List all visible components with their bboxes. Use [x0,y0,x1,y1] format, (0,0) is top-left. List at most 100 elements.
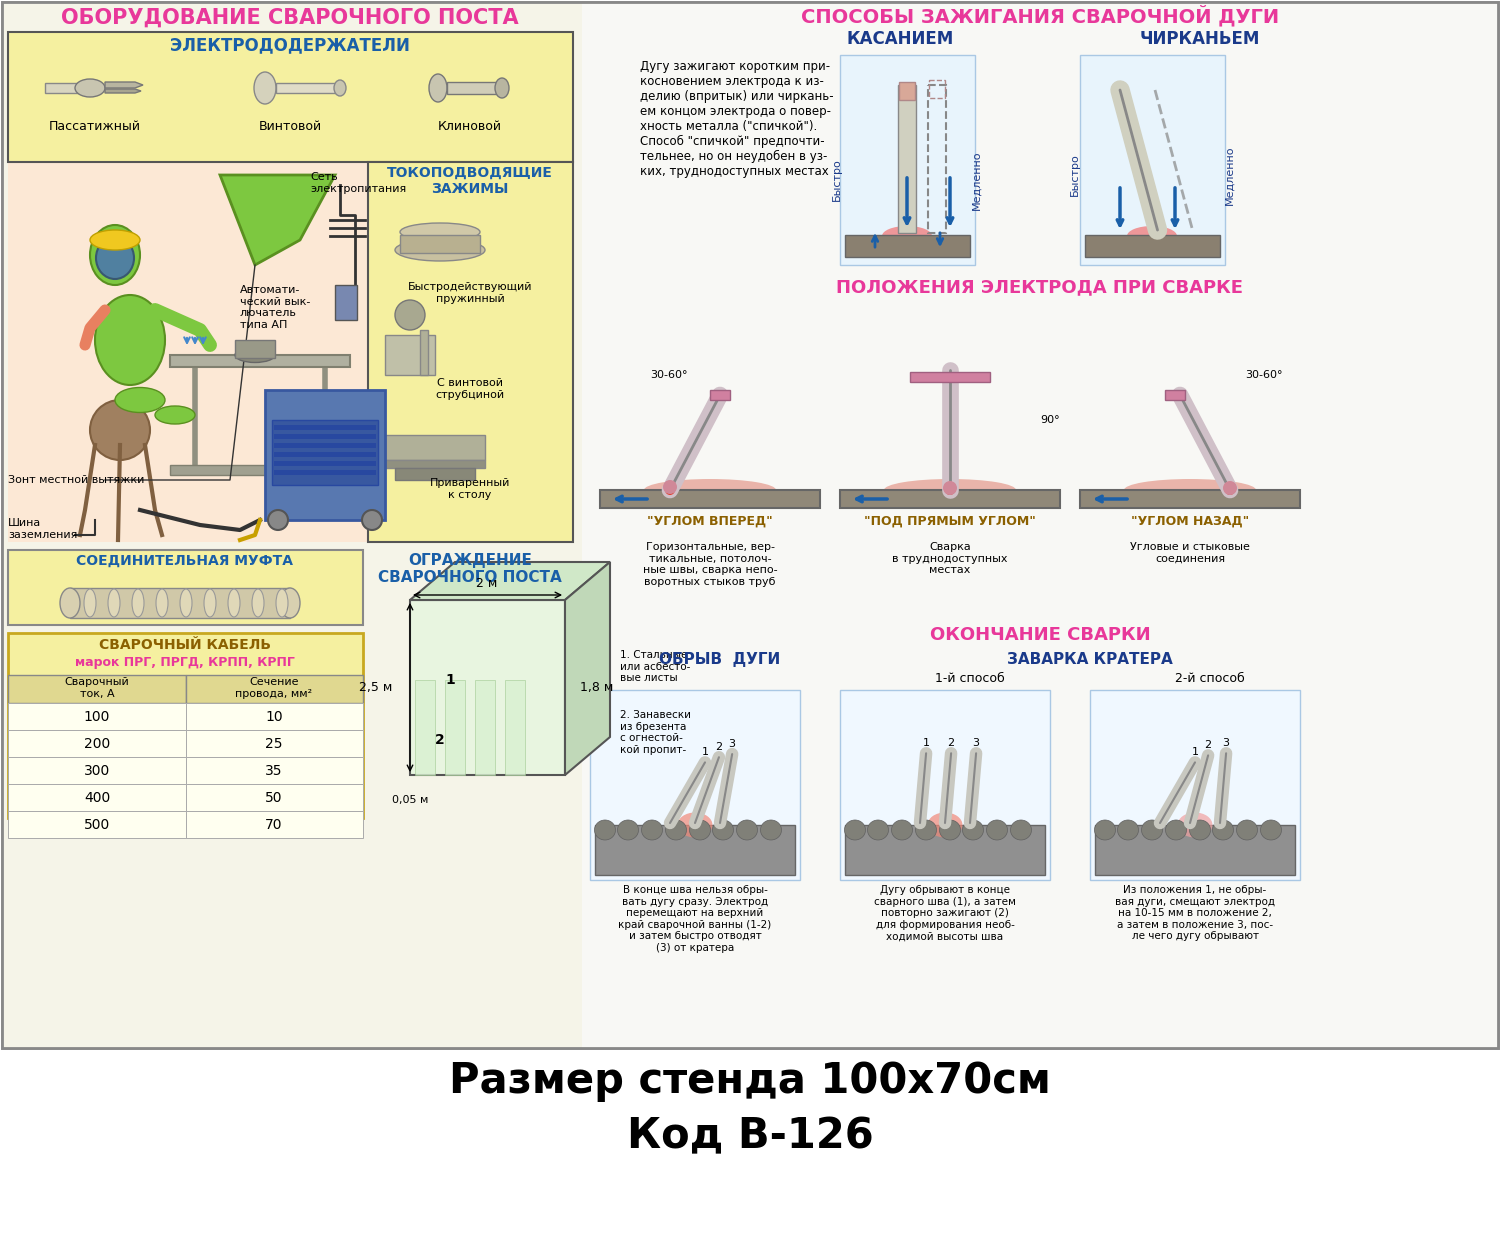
Ellipse shape [891,820,912,840]
Text: 300: 300 [84,764,110,778]
Circle shape [1226,485,1234,495]
Circle shape [268,510,288,530]
Bar [910,372,990,382]
Bar [928,85,946,232]
Bar [2,2,582,1048]
Text: Сеть
электропитания: Сеть электропитания [310,173,407,194]
Bar [8,758,186,784]
Text: 2 м: 2 м [477,578,498,590]
Ellipse shape [1142,820,1162,840]
Text: Винтовой: Винтовой [258,120,321,132]
Text: Сечение
провода, мм²: Сечение провода, мм² [236,678,312,699]
Text: Быстро: Быстро [1070,154,1080,196]
Ellipse shape [678,812,712,838]
Ellipse shape [594,820,615,840]
Bar [186,675,363,702]
Text: ОБРЫВ  ДУГИ: ОБРЫВ ДУГИ [660,652,780,668]
Bar [8,32,573,162]
Polygon shape [410,562,610,600]
Text: 1-й способ: 1-й способ [934,672,1005,685]
Text: 90°: 90° [1040,415,1059,425]
Ellipse shape [642,820,663,840]
Bar [186,703,363,730]
Bar [2,2,1498,1048]
Text: Из положения 1, не обры-
вая дуги, смещают электрод
на 10-15 мм в положение 2,
а: Из положения 1, не обры- вая дуги, смеща… [1114,885,1275,941]
Text: 10: 10 [266,710,284,724]
Bar [274,434,376,439]
Text: 200: 200 [84,738,110,751]
Text: 2: 2 [716,742,723,752]
Text: 1: 1 [702,748,708,758]
Text: 70: 70 [266,818,282,832]
Circle shape [362,510,382,530]
Text: ЭЛЕКТРОДОДЕРЖАТЕЛИ: ЭЛЕКТРОДОДЕРЖАТЕЛИ [170,36,410,54]
Text: 2: 2 [435,732,445,748]
Ellipse shape [94,295,165,385]
Bar [416,680,435,775]
Bar [274,425,376,430]
Text: Зонт местной вытяжки: Зонт местной вытяжки [8,475,144,485]
Text: Приваренный
к столу: Приваренный к столу [430,478,510,500]
Bar [8,162,573,542]
Ellipse shape [280,588,300,618]
Text: Медленно: Медленно [1226,145,1234,205]
Text: 500: 500 [84,818,110,832]
Ellipse shape [867,820,888,840]
Bar [186,758,363,784]
Bar [840,55,975,265]
Bar [274,461,376,466]
Ellipse shape [1260,820,1281,840]
Bar [8,730,186,758]
Text: 2: 2 [1204,740,1212,750]
Bar [1084,235,1220,258]
Bar [1080,55,1226,265]
Bar [447,82,497,94]
Ellipse shape [963,820,984,840]
Text: Дугу зажигают коротким при-
косновением электрода к из-
делию (впритык) или чирк: Дугу зажигают коротким при- косновением … [640,60,834,179]
Text: 50: 50 [266,791,282,805]
Text: СВАРОЧНЫЙ КАБЕЛЬ: СВАРОЧНЫЙ КАБЕЛЬ [99,638,272,652]
Text: 1. Стальные
или асбесто-
вые листы: 1. Стальные или асбесто- вые листы [620,650,690,684]
Text: 2-й способ: 2-й способ [1174,672,1245,685]
Bar [928,80,945,98]
Ellipse shape [939,820,960,840]
Bar [1166,390,1185,400]
Polygon shape [220,175,334,265]
Text: Быстро: Быстро [833,159,842,201]
Circle shape [944,481,957,495]
Circle shape [664,485,675,495]
Bar [8,550,363,625]
Ellipse shape [915,820,936,840]
Circle shape [1222,481,1238,495]
Ellipse shape [84,589,96,618]
FancyArrow shape [105,82,142,88]
Text: Сварка
в труднодоступных
местах: Сварка в труднодоступных местах [892,542,1008,575]
Bar [8,703,186,730]
Text: Размер стенда 100х70см: Размер стенда 100х70см [448,1060,1052,1102]
Ellipse shape [400,222,480,241]
Text: Угловые и стыковые
соединения: Угловые и стыковые соединения [1130,542,1250,564]
Bar [844,825,1046,875]
Text: 400: 400 [84,791,110,805]
Ellipse shape [666,820,687,840]
Bar [1090,690,1300,880]
Text: 3: 3 [972,739,980,749]
Ellipse shape [844,820,865,840]
Circle shape [945,485,956,495]
Bar [8,784,186,811]
Bar [386,460,484,468]
Ellipse shape [116,388,165,412]
Text: С винтовой
струбциной: С винтовой струбциной [435,378,504,400]
Ellipse shape [1166,820,1186,840]
Ellipse shape [228,589,240,618]
Text: Код В-126: Код В-126 [627,1115,873,1158]
Ellipse shape [394,239,484,261]
Text: Автомати-
ческий вык-
лючатель
типа АП: Автомати- ческий вык- лючатель типа АП [240,285,310,330]
Bar [368,162,573,542]
Ellipse shape [736,820,758,840]
Bar [596,825,795,875]
Text: 2: 2 [948,739,954,749]
Ellipse shape [1124,479,1256,501]
Text: 1: 1 [1191,748,1198,758]
Text: 35: 35 [266,764,282,778]
